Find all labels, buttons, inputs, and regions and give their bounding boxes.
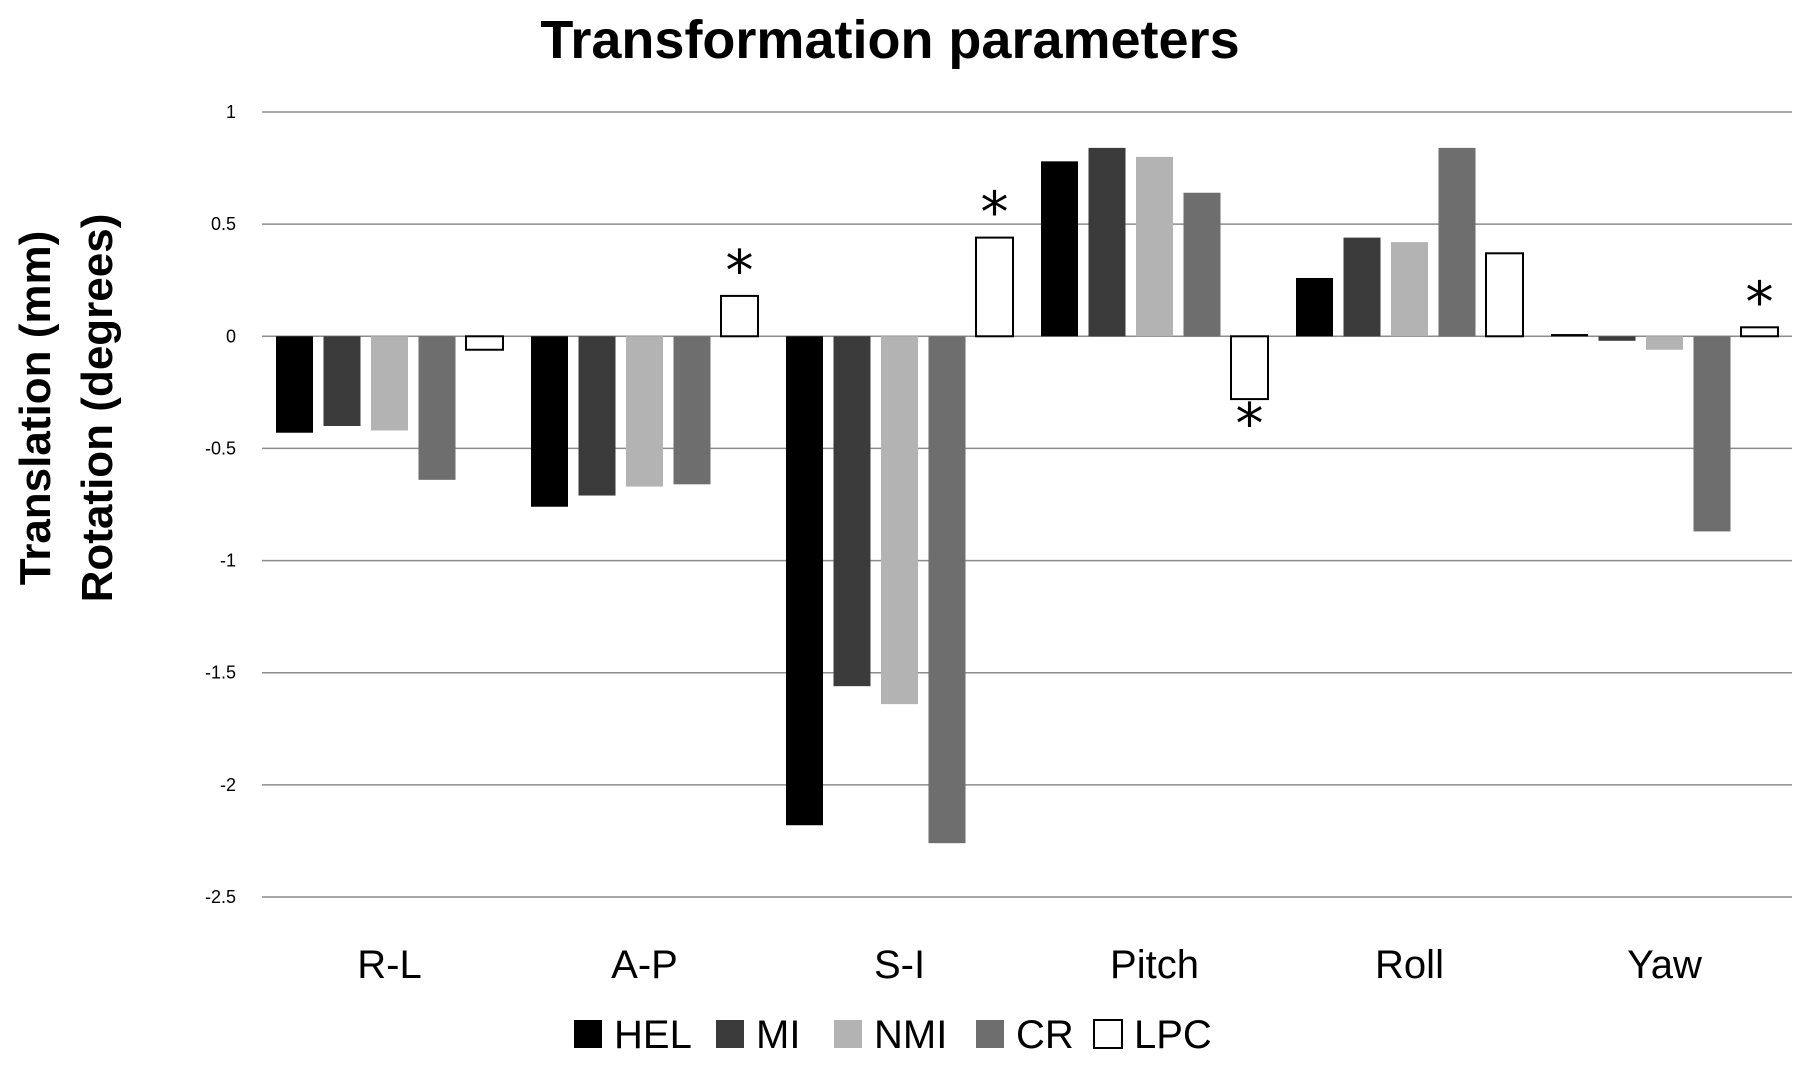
bar-cr-roll (1438, 147, 1476, 337)
bar-mi-pitch (1088, 147, 1126, 337)
legend-swatch-lpc (1093, 1019, 1123, 1049)
y-axis-label-line-1: Translation (mm) (11, 231, 60, 586)
y-tick-labels: 1 0.5 0 -0.5 -1 -1.5 -2 -2.5 (205, 102, 236, 907)
bar-cr-s-i (928, 336, 966, 844)
bar-nmi-pitch (1136, 156, 1173, 337)
legend-swatch-cr (976, 1020, 1004, 1048)
bar-lpc-r-l (465, 335, 504, 351)
y-tick-label: -1.5 (205, 663, 236, 683)
bar-nmi-yaw (1646, 336, 1683, 350)
bar-hel-roll (1296, 277, 1333, 337)
legend-label-cr: CR (1016, 1013, 1074, 1057)
y-tick-label: -1 (220, 551, 236, 571)
bar-hel-s-i (786, 336, 823, 826)
bar-cr-a-p (673, 336, 711, 485)
significance-marker: * (726, 239, 754, 304)
y-axis-label-line-2: Rotation (degrees) (73, 214, 122, 603)
bar-nmi-r-l (371, 336, 408, 431)
legend-label-lpc: LPC (1134, 1013, 1212, 1057)
legend-label-hel: HEL (614, 1013, 692, 1057)
bar-nmi-s-i (881, 336, 918, 705)
bar-lpc-roll (1485, 252, 1524, 338)
bar-nmi-a-p (626, 336, 663, 487)
bar-hel-r-l (276, 336, 313, 433)
y-tick-label: 1 (226, 102, 236, 122)
bar-lpc-a-p (720, 294, 759, 338)
y-tick-label: -2 (220, 775, 236, 795)
x-tick-label: S-I (874, 943, 925, 987)
bar-hel-pitch (1041, 161, 1078, 337)
bar-mi-roll (1343, 237, 1381, 337)
y-tick-label: 0.5 (211, 214, 236, 234)
bars (276, 147, 1779, 844)
bar-mi-r-l (323, 336, 361, 426)
legend-swatch-mi (716, 1020, 744, 1048)
legend-label-nmi: NMI (874, 1013, 947, 1057)
chart-title: Transformation parameters (540, 10, 1239, 70)
bar-hel-yaw (1551, 334, 1588, 337)
bar-mi-s-i (833, 336, 871, 687)
bar-cr-yaw (1693, 336, 1731, 532)
bar-nmi-roll (1391, 242, 1428, 337)
y-axis-label: Translation (mm) Rotation (degrees) (11, 214, 122, 603)
legend: HEL MI NMI CR LPC (574, 1013, 1212, 1057)
x-tick-label: A-P (611, 943, 678, 987)
bar-mi-yaw (1598, 336, 1636, 341)
gridlines (262, 111, 1792, 898)
significance-marker: * (1746, 270, 1774, 335)
y-tick-label: 0 (226, 326, 236, 346)
legend-swatch-nmi (834, 1020, 862, 1048)
x-tick-label: R-L (357, 943, 421, 987)
bar-mi-a-p (578, 336, 616, 496)
bar-hel-a-p (531, 336, 568, 507)
significance-marker: * (981, 181, 1009, 246)
y-tick-label: -2.5 (205, 887, 236, 907)
bar-lpc-yaw (1740, 326, 1779, 338)
y-tick-label: -0.5 (205, 438, 236, 458)
x-tick-label: Pitch (1110, 943, 1199, 987)
bar-cr-pitch (1183, 192, 1221, 337)
bar-lpc-s-i (975, 236, 1014, 338)
x-tick-label: Roll (1375, 943, 1444, 987)
annotations: * * * * (726, 181, 1774, 457)
legend-label-mi: MI (756, 1013, 800, 1057)
significance-marker: * (1236, 392, 1264, 457)
x-tick-label: Yaw (1627, 943, 1702, 987)
x-tick-labels: R-L A-P S-I Pitch Roll Yaw (357, 943, 1702, 987)
bar-cr-r-l (418, 336, 456, 480)
legend-swatch-hel (574, 1020, 602, 1048)
bar-lpc-pitch (1230, 335, 1269, 401)
